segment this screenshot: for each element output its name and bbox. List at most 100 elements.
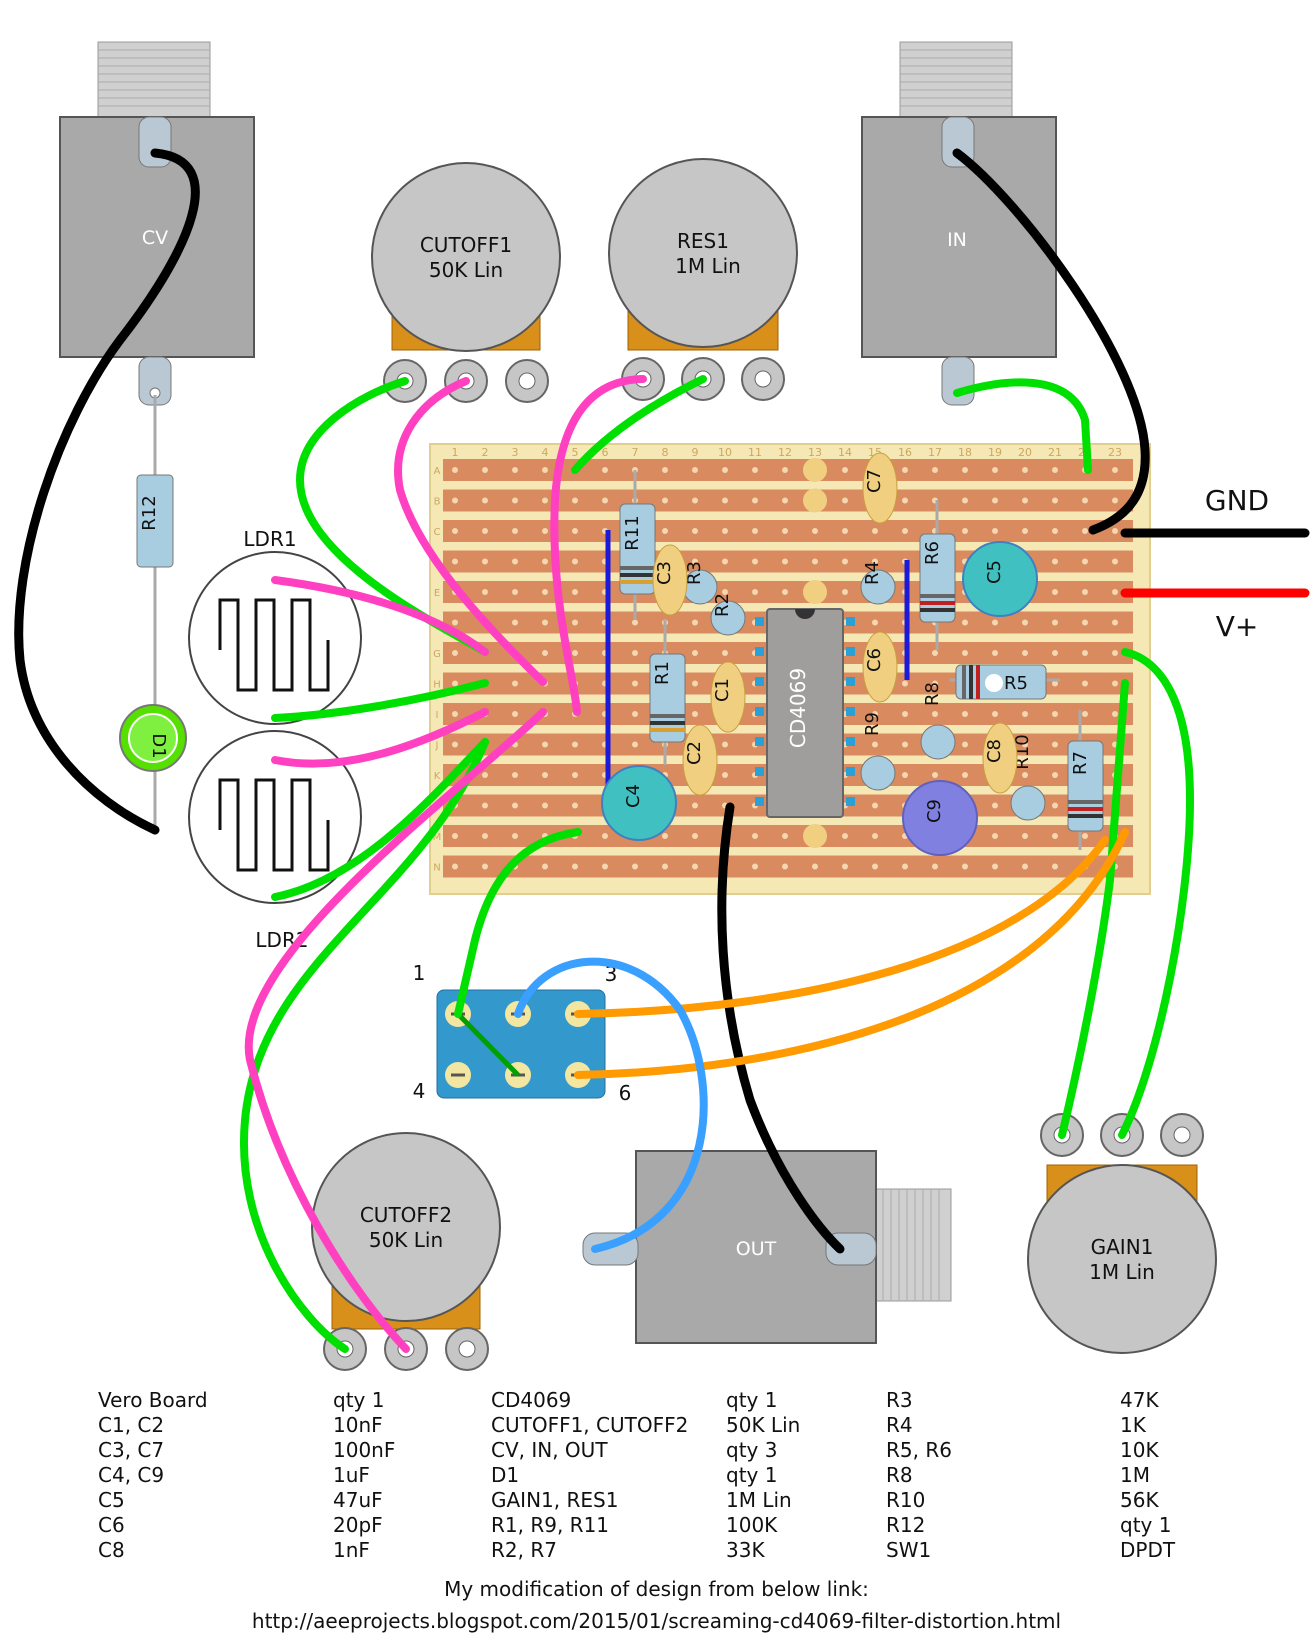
bom-cell: R4 — [886, 1413, 913, 1437]
gain1-pot: GAIN1 1M Lin — [1027, 1113, 1217, 1354]
r8-resistor: R8 — [920, 682, 956, 760]
c5-label: C5 — [984, 560, 1005, 584]
wire-black-out — [717, 802, 845, 1254]
bom-cell: 10nF — [333, 1413, 383, 1437]
strip-hole — [1112, 589, 1118, 595]
strip-hole — [722, 650, 728, 656]
bom-cell: DPDT — [1120, 1538, 1176, 1562]
strip-hole — [1052, 680, 1058, 687]
bom-cell: Vero Board — [98, 1388, 208, 1412]
strip-hole — [962, 528, 968, 534]
c1-label: C1 — [712, 678, 733, 702]
board-column-label: 14 — [838, 446, 852, 459]
r11-label: R11 — [622, 515, 643, 550]
board-column-label: 19 — [988, 446, 1002, 459]
board-column-label: 16 — [898, 446, 912, 459]
c9-label: C9 — [924, 799, 945, 823]
strip-hole — [452, 680, 458, 687]
strip-hole — [722, 528, 728, 534]
strip-hole — [452, 497, 458, 504]
bom-cell: CD4069 — [491, 1388, 572, 1412]
bom-cell: qty 1 — [726, 1463, 778, 1487]
bom-row: C1, C2 10nF CUTOFF1, CUTOFF2 50K Lin R4 1K — [0, 1413, 1313, 1438]
strip-hole — [632, 619, 638, 626]
strip-hole — [812, 863, 818, 870]
bom-cell: C8 — [98, 1538, 125, 1562]
strip-hole — [572, 497, 578, 504]
board-jumper-pad — [803, 458, 827, 482]
bom-cell: 1uF — [333, 1463, 370, 1487]
strip-hole — [512, 497, 518, 504]
strip-hole — [482, 833, 488, 839]
strip-hole — [872, 802, 878, 809]
r1-label: R1 — [652, 661, 673, 685]
footer-link[interactable]: http://aeeprojects.blogspot.com/2015/01/… — [251, 1609, 1062, 1633]
strip-hole — [1022, 833, 1028, 839]
bom-cell: CUTOFF1, CUTOFF2 — [491, 1413, 689, 1437]
strip-hole — [962, 711, 968, 717]
strip-hole — [1112, 558, 1118, 565]
strip-hole — [902, 863, 908, 870]
board-column-label: 7 — [632, 446, 639, 459]
strip-hole — [782, 589, 788, 595]
strip-hole — [1112, 467, 1118, 473]
board-column-label: 11 — [748, 446, 762, 459]
cv-jack: CV — [59, 41, 255, 406]
bom-cell: CV, IN, OUT — [491, 1438, 608, 1462]
r3-resistor: R3 — [682, 561, 718, 605]
board-column-label: 4 — [542, 446, 549, 459]
switch-pin-1-label: 1 — [413, 961, 426, 985]
bom-cell: qty 1 — [333, 1388, 385, 1412]
bom-cell: 33K — [726, 1538, 765, 1562]
bom-cell: 47uF — [333, 1488, 383, 1512]
board-jumper-pad — [803, 824, 827, 848]
bom-cell: 1M — [1120, 1463, 1150, 1487]
board-column-label: 5 — [572, 446, 579, 459]
strip-hole — [692, 863, 698, 870]
strip-hole — [932, 650, 938, 656]
strip-hole — [962, 650, 968, 656]
cd4069-chip: CD4069 — [755, 608, 855, 818]
strip-hole — [1082, 497, 1088, 504]
strip-hole — [1022, 497, 1028, 504]
strip-hole — [752, 558, 758, 565]
strip-hole — [782, 528, 788, 534]
strip-hole — [542, 802, 548, 809]
bom-cell: R8 — [886, 1463, 913, 1487]
bom-row: C3, C7 100nF CV, IN, OUT qty 3 R5, R6 10K — [0, 1438, 1313, 1463]
strip-hole — [692, 650, 698, 656]
strip-hole — [512, 619, 518, 626]
bom-row: C5 47uF GAIN1, RES1 1M Lin R10 56K — [0, 1488, 1313, 1513]
strip-hole — [452, 528, 458, 534]
c3-capacitor: C3 — [652, 544, 688, 616]
strip-hole — [542, 863, 548, 870]
wire-green-res1 — [571, 375, 707, 474]
strip-hole — [452, 619, 458, 626]
strip-hole — [752, 833, 758, 839]
strip-hole — [902, 528, 908, 534]
r6-resistor: R6 — [919, 533, 956, 623]
strip-hole — [632, 741, 638, 748]
strip-hole — [602, 833, 608, 839]
c8-label: C8 — [984, 739, 1005, 763]
cutoff2-pot: CUTOFF2 50K Lin — [311, 1132, 501, 1371]
strip-hole — [902, 680, 908, 687]
strip-hole — [1052, 558, 1058, 565]
c4-label: C4 — [623, 784, 644, 808]
strip-hole — [812, 528, 818, 534]
strip-hole — [722, 772, 728, 778]
bom-cell: 10K — [1120, 1438, 1159, 1462]
strip-hole — [512, 802, 518, 809]
strip-hole — [992, 497, 998, 504]
strip-hole — [722, 497, 728, 504]
strip-hole — [542, 619, 548, 626]
strip-hole — [542, 497, 548, 504]
strip-hole — [962, 619, 968, 626]
r7-label: R7 — [1070, 751, 1091, 775]
strip-hole — [902, 741, 908, 748]
strip-hole — [572, 802, 578, 809]
strip-hole — [932, 772, 938, 778]
strip-hole — [842, 833, 848, 839]
board-column-label: 12 — [778, 446, 792, 459]
board-row-label: E — [434, 588, 440, 599]
